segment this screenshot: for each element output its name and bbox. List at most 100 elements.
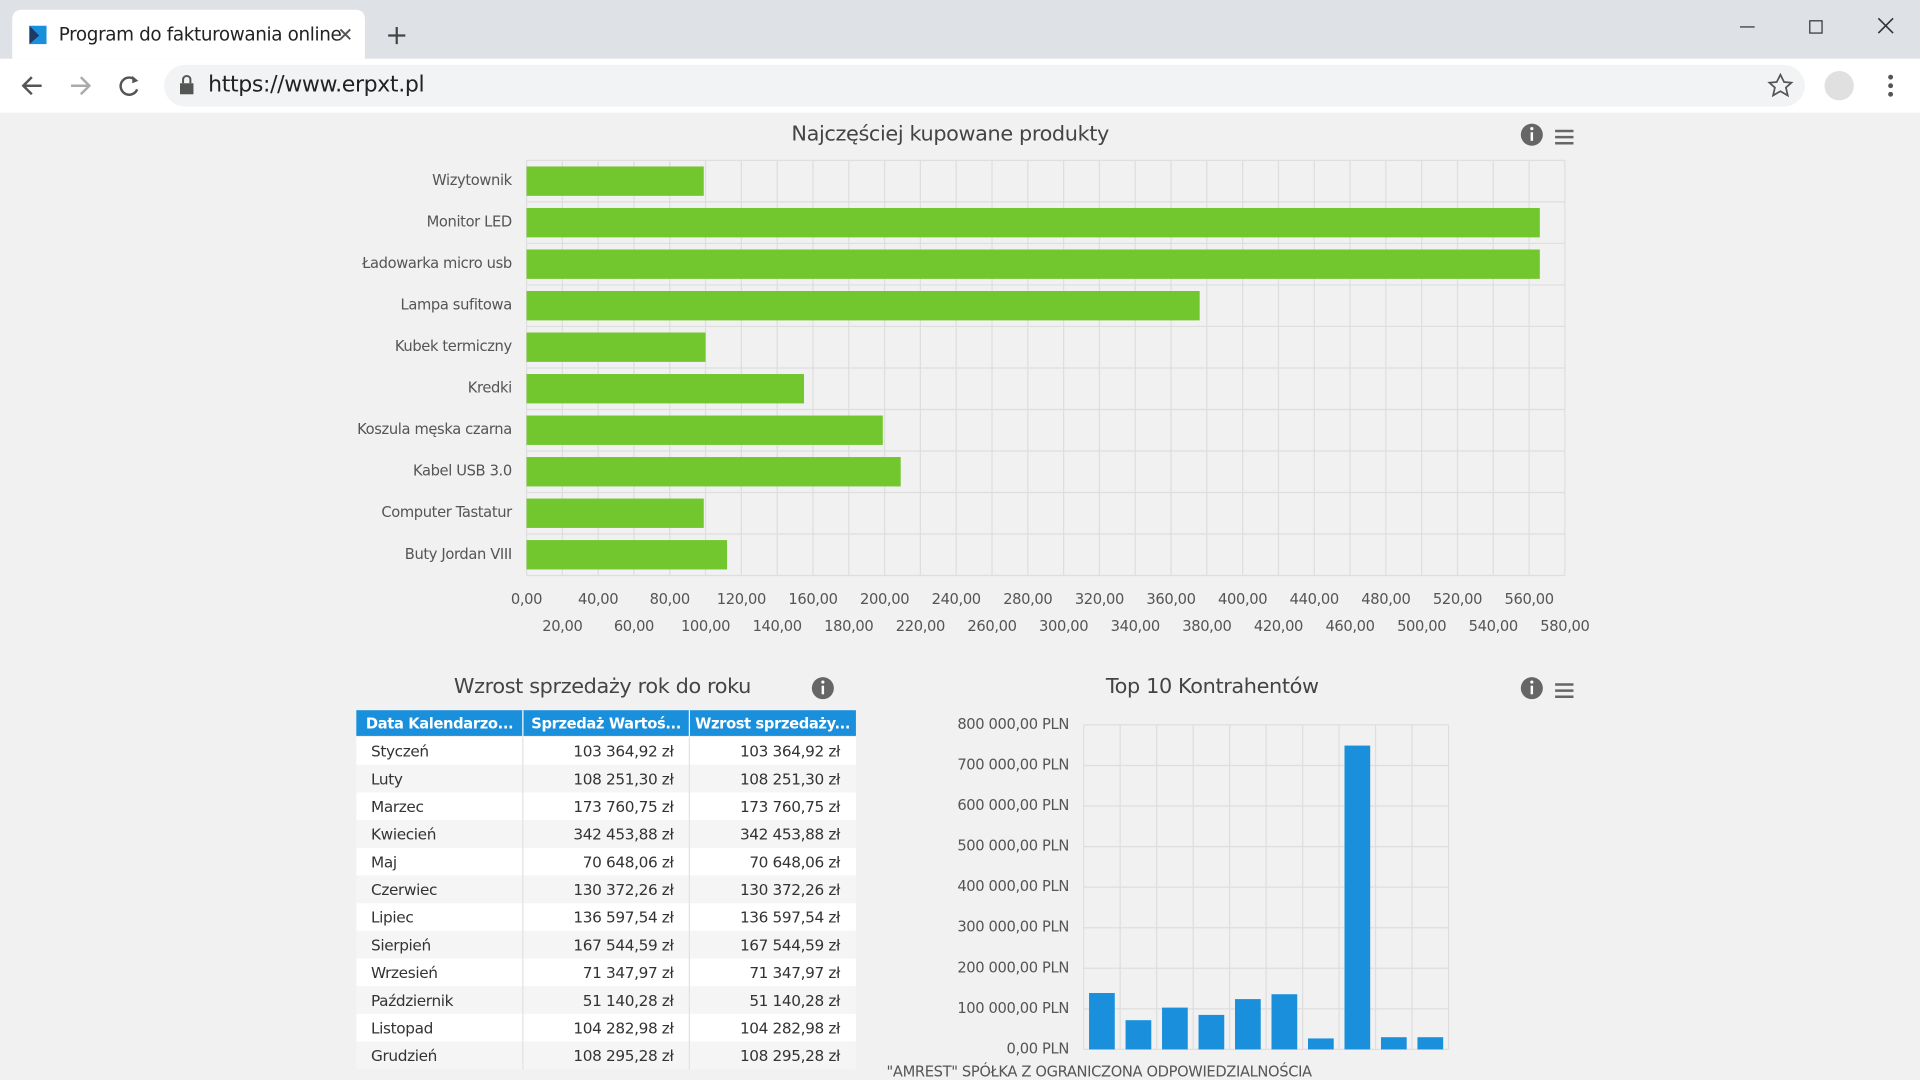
profile[interactable] xyxy=(1824,71,1854,101)
bar xyxy=(1235,999,1261,1050)
y-tick-label: 700 000,00 PLN xyxy=(957,756,1069,773)
bar xyxy=(1271,994,1298,1050)
header-cell: Wzrost sprzedaży... xyxy=(695,715,850,732)
tab-close[interactable] xyxy=(339,28,351,40)
bar xyxy=(526,457,901,487)
cell: 71 347,97 zł xyxy=(749,964,841,982)
table-row xyxy=(356,764,856,793)
x-tick-label: 280,00 xyxy=(1003,591,1052,608)
y-tick-label: Kredki xyxy=(468,380,512,397)
cell: Czerwiec xyxy=(371,881,437,899)
omnibox[interactable] xyxy=(164,64,1805,107)
cell: 71 347,97 zł xyxy=(583,964,675,982)
y-tick-label: Koszula męska czarna xyxy=(357,421,512,438)
bar xyxy=(1089,993,1115,1050)
y-tick-label: 600 000,00 PLN xyxy=(957,797,1069,814)
x-tick-label: 220,00 xyxy=(896,618,945,635)
x-tick-label: 0,00 xyxy=(511,591,542,608)
y-tick-label: Kabel USB 3.0 xyxy=(413,463,512,480)
bar xyxy=(1198,1014,1225,1050)
cell: 104 282,98 zł xyxy=(573,1019,674,1037)
back[interactable] xyxy=(21,76,42,96)
cell: Marzec xyxy=(371,798,424,816)
reload[interactable] xyxy=(119,76,139,96)
y-tick-label: 300 000,00 PLN xyxy=(957,919,1069,936)
lock-shackle xyxy=(182,74,192,84)
y-tick-label: 400 000,00 PLN xyxy=(957,878,1069,895)
cell: 108 251,30 zł xyxy=(740,770,841,788)
table-row xyxy=(356,958,856,987)
cell: 342 453,88 zł xyxy=(740,826,841,844)
bar xyxy=(1344,745,1371,1050)
table-row xyxy=(356,737,856,765)
cell: 103 364,92 zł xyxy=(573,743,674,761)
cell: 342 453,88 zł xyxy=(573,826,674,844)
reload-arrow xyxy=(132,75,139,84)
cell: 70 648,06 zł xyxy=(749,853,841,871)
y-tick-label: Buty Jordan VIII xyxy=(405,546,512,563)
x-tick-label: 520,00 xyxy=(1433,591,1482,608)
x-tick-label: 240,00 xyxy=(932,591,981,608)
bar xyxy=(526,415,883,445)
info-icon[interactable] xyxy=(1520,123,1543,146)
table-row xyxy=(356,1041,856,1070)
cell: Wrzesień xyxy=(371,964,438,982)
x-tick-label: 500,00 xyxy=(1397,618,1446,635)
x-tick-label: 140,00 xyxy=(753,618,802,635)
table-row xyxy=(356,792,856,821)
x-tick-label: 160,00 xyxy=(788,591,837,608)
new-tab[interactable] xyxy=(388,26,406,45)
cell: 130 372,26 zł xyxy=(740,881,841,899)
x-tick-label: 580,00 xyxy=(1540,618,1589,635)
cell: 104 282,98 zł xyxy=(740,1019,841,1037)
active-tab[interactable] xyxy=(12,9,365,59)
favicon-part xyxy=(29,25,40,45)
y-tick-label: Computer Tastatur xyxy=(381,504,513,521)
y-tick-label: 800 000,00 PLN xyxy=(957,716,1069,733)
table-title: Wzrost sprzedaży rok do roku xyxy=(454,674,751,698)
cell: 136 597,54 zł xyxy=(573,909,674,927)
chart-menu[interactable] xyxy=(1555,129,1574,145)
cell: 173 760,75 zł xyxy=(573,798,674,816)
x-tick-label: 200,00 xyxy=(860,591,909,608)
cell: 108 251,30 zł xyxy=(573,770,674,788)
restore[interactable] xyxy=(1809,20,1823,34)
x-tick-label: 260,00 xyxy=(967,618,1016,635)
cell: Luty xyxy=(371,770,403,788)
y-tick-label: Monitor LED xyxy=(427,214,512,231)
bar xyxy=(1380,1037,1407,1050)
x-tick-label: 180,00 xyxy=(824,618,873,635)
bar xyxy=(526,374,805,404)
bookmark[interactable] xyxy=(1767,72,1794,98)
cell: 70 648,06 zł xyxy=(583,853,675,871)
table-row xyxy=(356,903,856,931)
x-tick-label: 360,00 xyxy=(1146,591,1195,608)
x-tick-label: 400,00 xyxy=(1218,591,1267,608)
cell: Maj xyxy=(371,853,397,871)
bar xyxy=(526,332,706,362)
info-icon[interactable] xyxy=(811,677,834,700)
x-tick-label: "AMREST" SPÓŁKA Z OGRANICZONA ODPOWIEDZI… xyxy=(887,1063,1313,1080)
x-tick-label: 420,00 xyxy=(1254,618,1303,635)
cell: 51 140,28 zł xyxy=(583,992,675,1010)
info-icon[interactable] xyxy=(1520,677,1543,700)
tab-title: Program do fakturowania online xyxy=(59,25,342,46)
y-tick-label: 0,00 PLN xyxy=(1007,1040,1069,1057)
cell: 173 760,75 zł xyxy=(740,798,841,816)
chart-title: Najczęściej kupowane produkty xyxy=(791,122,1109,146)
chart-menu[interactable] xyxy=(1555,683,1574,698)
url: https://www.erpxt.pl xyxy=(208,73,424,98)
forward[interactable] xyxy=(71,76,92,96)
bar xyxy=(526,249,1540,279)
header-cell: Sprzedaż Wartoś... xyxy=(531,715,681,732)
cell: 51 140,28 zł xyxy=(749,992,841,1010)
x-tick-label: 440,00 xyxy=(1290,591,1339,608)
cell: Październik xyxy=(371,992,454,1010)
cell: Kwiecień xyxy=(371,826,436,844)
x-tick-label: 560,00 xyxy=(1504,591,1553,608)
close-window[interactable] xyxy=(1877,17,1894,34)
table-header xyxy=(356,710,856,736)
menu[interactable] xyxy=(1888,74,1894,97)
